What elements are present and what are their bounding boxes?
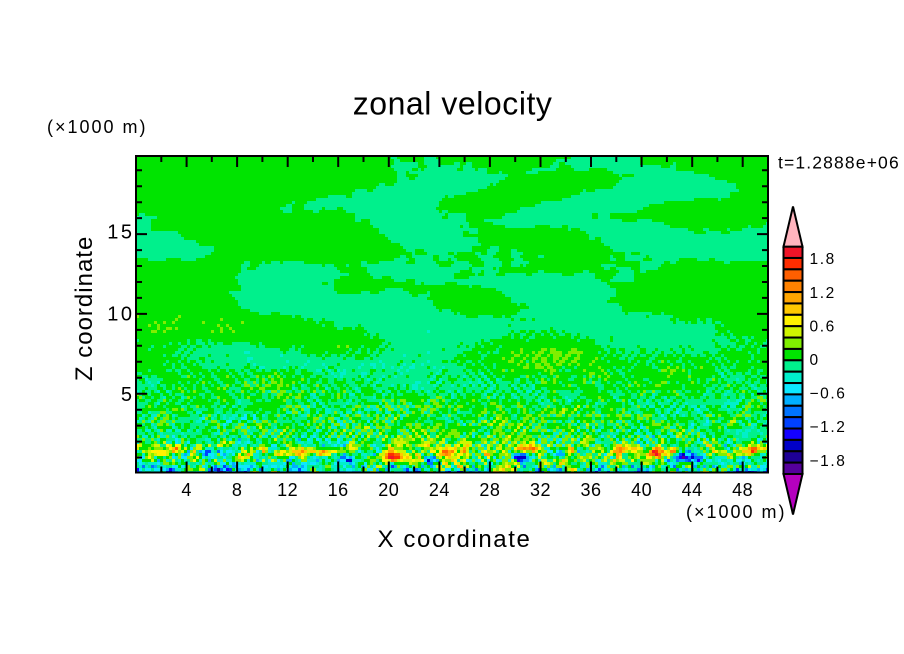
svg-text:X coordinate: X coordinate <box>378 526 532 553</box>
svg-text:20: 20 <box>378 480 399 500</box>
svg-text:44: 44 <box>682 480 703 500</box>
svg-text:−1.8: −1.8 <box>810 453 847 470</box>
svg-text:0.6: 0.6 <box>810 318 836 335</box>
svg-text:40: 40 <box>631 480 652 500</box>
svg-text:16: 16 <box>328 480 349 500</box>
svg-text:4: 4 <box>181 480 192 500</box>
svg-text:12: 12 <box>277 480 298 500</box>
svg-text:15: 15 <box>107 222 134 244</box>
svg-text:36: 36 <box>580 480 601 500</box>
svg-text:24: 24 <box>429 480 450 500</box>
svg-text:8: 8 <box>232 480 243 500</box>
svg-text:Z coordinate: Z coordinate <box>71 236 98 381</box>
svg-text:−0.6: −0.6 <box>810 386 847 403</box>
svg-text:t=1.2888e+06: t=1.2888e+06 <box>778 153 900 173</box>
svg-text:zonal velocity: zonal velocity <box>353 85 553 121</box>
svg-text:48: 48 <box>732 480 753 500</box>
svg-text:28: 28 <box>479 480 500 500</box>
svg-text:0: 0 <box>810 352 820 369</box>
svg-text:1.2: 1.2 <box>810 285 836 302</box>
svg-text:(×1000 m): (×1000 m) <box>686 502 787 522</box>
svg-text:10: 10 <box>107 304 134 326</box>
svg-text:−1.2: −1.2 <box>810 419 847 436</box>
svg-text:(×1000 m): (×1000 m) <box>47 117 148 137</box>
svg-text:5: 5 <box>121 384 135 406</box>
svg-text:32: 32 <box>530 480 551 500</box>
svg-text:1.8: 1.8 <box>810 251 836 268</box>
